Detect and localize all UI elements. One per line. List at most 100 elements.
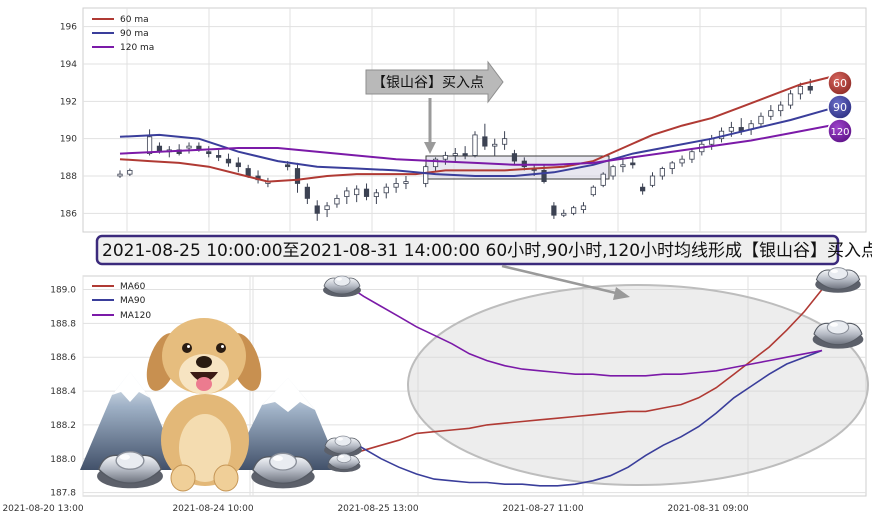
candlestick: [225, 153, 232, 167]
candle-body-down: [363, 188, 370, 197]
candlestick: [186, 142, 192, 154]
candlestick: [590, 185, 596, 197]
candle-body-up: [758, 115, 764, 125]
candlestick: [492, 138, 498, 156]
silver-ingot-icon: [322, 275, 362, 298]
candlestick: [511, 149, 518, 165]
candlestick: [324, 202, 330, 218]
candlestick: [689, 148, 695, 163]
candlestick: [501, 131, 508, 150]
candle-body-up: [423, 166, 429, 184]
candle-body-up: [610, 166, 616, 177]
silver-ingot-icon: [811, 319, 865, 350]
candle-body-up: [186, 145, 192, 149]
candlestick: [304, 183, 310, 204]
candle-body-up: [354, 188, 360, 196]
candle-body-down: [640, 186, 646, 192]
candle-body-up: [452, 153, 458, 156]
legend-label-60ma: 60 ma: [120, 15, 149, 25]
candlestick: [482, 123, 488, 150]
candlestick: [393, 177, 399, 193]
candlestick: [669, 161, 675, 175]
candlestick: [778, 101, 784, 117]
top-panel: 186 188 190 192 194 196 【银山谷】买入点 60 ma 90 ma …: [60, 7, 867, 233]
candlestick: [452, 148, 458, 162]
candle-body-down: [285, 164, 291, 168]
candlestick: [600, 172, 606, 188]
candle-body-up: [571, 207, 577, 214]
candlestick: [294, 162, 301, 193]
candlestick: [363, 183, 370, 201]
candlestick: [334, 194, 340, 208]
candle-body-down: [511, 153, 518, 162]
candlestick: [787, 90, 794, 109]
bottom-series-line-2: [345, 283, 823, 377]
top-y-tick-label: 192: [60, 97, 77, 107]
candle-body-down: [216, 155, 222, 158]
bottom-y-tick-label: 188.0: [50, 455, 76, 465]
bottom-x-ticks: 2021-08-20 13:00 2021-08-24 10:00 2021-08-…: [2, 504, 748, 514]
candle-body-up: [797, 86, 804, 95]
badge-90-label: 90: [833, 101, 847, 114]
ma-badges: 60 90 120: [827, 70, 853, 144]
candlestick: [679, 155, 685, 167]
candlestick: [580, 202, 587, 214]
callout-label: 【银山谷】买入点: [372, 75, 484, 91]
silver-ingot-icon: [327, 453, 361, 473]
candlestick: [462, 146, 468, 160]
candlestick: [127, 168, 133, 176]
candle-body-up: [432, 158, 439, 168]
candle-body-up: [580, 205, 587, 211]
candle-body-up: [728, 127, 734, 132]
legend-label-90ma: 90 ma: [120, 29, 149, 39]
top-plot-area: [82, 7, 867, 233]
bottom-y-tick-label: 188.4: [50, 387, 76, 397]
candle-body-down: [245, 168, 251, 177]
bottom-y-tick-label: 188.2: [50, 421, 76, 431]
bottom-y-tick-label: 189.0: [50, 286, 76, 296]
bottom-y-tick-label: 188.6: [50, 353, 76, 363]
candlestick: [472, 131, 478, 158]
candle-body-up: [679, 158, 685, 164]
candlestick: [432, 157, 439, 173]
candlestick: [344, 187, 350, 204]
silver-ingot-icon: [814, 266, 862, 294]
candle-body-down: [206, 151, 212, 155]
badge-60-label: 60: [833, 77, 847, 90]
candle-body-up: [334, 197, 340, 205]
top-y-tick-label: 190: [60, 135, 77, 145]
candle-body-up: [324, 205, 330, 211]
candlestick: [206, 146, 212, 158]
candle-body-up: [778, 104, 784, 112]
bottom-ma-lines: [345, 283, 823, 487]
banner-pointer-head: [613, 287, 630, 300]
candlestick: [758, 112, 764, 128]
banner-box: [95, 234, 840, 266]
top-y-tick-label: 194: [60, 60, 77, 70]
candle-body-up: [590, 186, 596, 196]
candlestick: [373, 189, 379, 204]
top-series-line-2: [119, 124, 831, 166]
candle-body-up: [117, 173, 123, 177]
candlestick: [551, 202, 557, 219]
top-y-tick-label: 188: [60, 172, 77, 182]
top-legend: 60 ma 90 ma 120 ma: [92, 15, 154, 53]
bottom-y-tick-label: 188.8: [50, 319, 76, 329]
highlight-ellipse: [407, 284, 869, 486]
candle-body-up: [442, 155, 449, 160]
silver-ingot-icon: [96, 450, 164, 490]
candle-body-up: [669, 162, 675, 169]
candle-body-up: [403, 181, 409, 184]
candlestick: [620, 159, 626, 173]
legend-label-ma120: MA120: [120, 311, 151, 321]
silver-ingot-icon: [250, 452, 316, 490]
bottom-series-line-1: [345, 349, 823, 487]
callout-pointer-head: [424, 142, 436, 154]
candlestick: [630, 157, 636, 169]
candle-body-up: [600, 173, 606, 186]
candle-body-down: [807, 86, 813, 91]
top-ma-lines: [119, 76, 831, 183]
candle-body-down: [551, 205, 557, 216]
candlestick: [649, 172, 656, 188]
candle-body-up: [768, 110, 774, 117]
